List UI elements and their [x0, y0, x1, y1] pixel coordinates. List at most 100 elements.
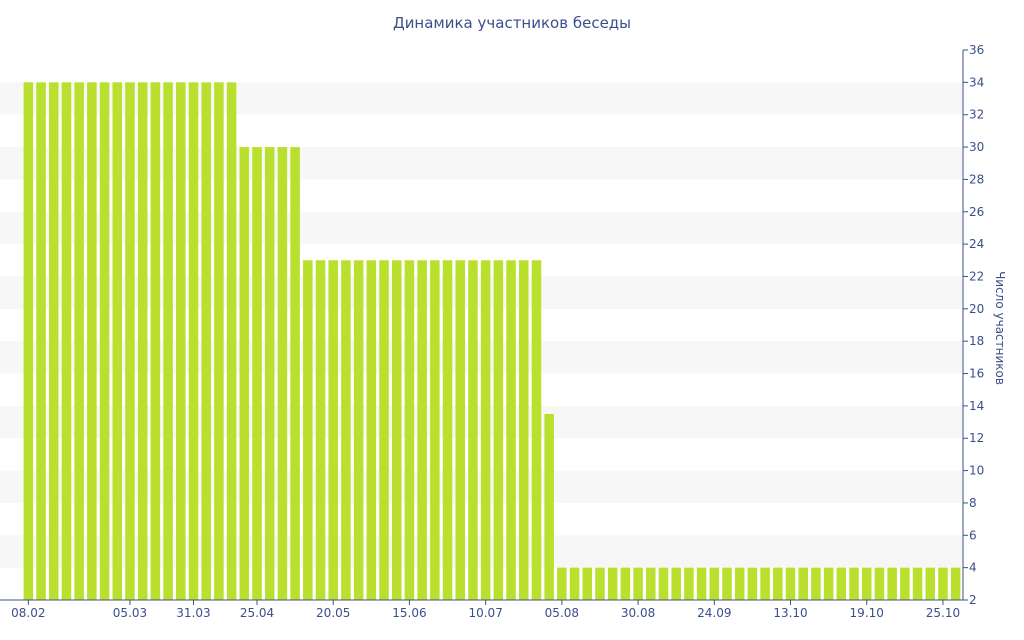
y-tick-label: 2: [969, 593, 977, 607]
bar: [493, 260, 504, 600]
bar: [747, 567, 758, 600]
bar: [391, 260, 402, 600]
bar: [125, 82, 135, 601]
bar: [722, 567, 732, 600]
bar: [468, 260, 478, 600]
bar: [684, 567, 694, 600]
x-tick-label: 19.10: [850, 606, 884, 620]
bar: [303, 260, 313, 600]
x-tick-label: 31.03: [176, 606, 210, 620]
y-tick-label: 26: [969, 205, 984, 219]
bar: [379, 260, 389, 600]
bar: [239, 147, 250, 600]
bar: [137, 82, 148, 601]
bar: [404, 260, 415, 600]
bar: [760, 567, 770, 600]
bar: [176, 82, 186, 601]
bar: [518, 260, 529, 600]
bar: [861, 567, 872, 600]
y-tick-label: 12: [969, 431, 984, 445]
y-tick-label: 16: [969, 367, 984, 381]
bar: [823, 567, 834, 600]
bar: [353, 260, 364, 600]
bar: [163, 82, 173, 601]
bar: [341, 260, 351, 600]
y-tick-label: 32: [969, 108, 984, 122]
bar: [290, 147, 300, 600]
bar: [23, 82, 34, 601]
bar: [595, 567, 605, 600]
bar: [99, 82, 110, 601]
y-tick-label: 18: [969, 334, 984, 348]
y-tick-label: 20: [969, 302, 984, 316]
bar: [874, 567, 885, 600]
bar: [315, 260, 326, 600]
bar: [112, 82, 123, 601]
y-axis-title: Число участников: [993, 271, 1007, 385]
bar: [582, 567, 593, 600]
bar: [442, 260, 453, 600]
bar: [455, 260, 466, 600]
bar: [328, 260, 338, 600]
x-tick-label: 30.08: [621, 606, 655, 620]
bar: [658, 567, 669, 600]
bar: [785, 567, 796, 600]
bar: [900, 567, 910, 600]
bar: [671, 567, 681, 600]
bar: [607, 567, 618, 600]
bar: [569, 567, 580, 600]
x-axis: 08.02 05.03 31.03 25.04 20.05 15.06 10.07 05.08…: [0, 599, 963, 620]
bar: [696, 567, 707, 600]
x-tick-label: 25.10: [926, 606, 960, 620]
bar: [87, 82, 97, 601]
bar: [74, 82, 84, 601]
y-tick-label: 28: [969, 172, 984, 186]
bar: [61, 82, 72, 601]
y-tick-label: 14: [969, 399, 984, 413]
y-tick-label: 34: [969, 75, 984, 89]
x-tick-label: 10.07: [468, 606, 502, 620]
y-tick-label: 36: [969, 43, 984, 57]
bar: [709, 567, 720, 600]
y-tick-label: 4: [969, 561, 977, 575]
x-tick-label: 05.08: [545, 606, 579, 620]
bar: [214, 82, 224, 601]
bar: [887, 567, 897, 600]
x-tick-label: 13.10: [773, 606, 807, 620]
y-tick-label: 8: [969, 496, 977, 510]
bar: [849, 567, 859, 600]
bar: [773, 567, 783, 600]
bar: [366, 260, 377, 600]
x-tick-label: 25.04: [240, 606, 274, 620]
x-tick-label: 05.03: [113, 606, 147, 620]
bar: [417, 260, 427, 600]
bar: [557, 567, 567, 600]
bar: [226, 82, 237, 601]
x-tick-label: 20.05: [316, 606, 350, 620]
grid-band: [0, 147, 962, 180]
bar: [188, 82, 199, 601]
y-tick-label: 24: [969, 237, 984, 251]
bar: [950, 567, 961, 600]
bars-group: [23, 82, 961, 601]
x-tick-label: 24.09: [697, 606, 731, 620]
bar: [277, 147, 288, 600]
bar: [798, 567, 808, 600]
bar: [938, 567, 948, 600]
grid-band: [0, 211, 962, 245]
bar: [925, 567, 936, 600]
grid-band: [0, 82, 962, 115]
bar: [734, 567, 745, 600]
x-tick-label: 15.06: [392, 606, 426, 620]
bar: [252, 147, 262, 600]
x-tick-label: 08.02: [11, 606, 45, 620]
bar: [633, 567, 643, 600]
bar: [506, 260, 516, 600]
bar: [480, 260, 491, 600]
bar: [36, 82, 46, 601]
chart-title: Динамика участников беседы: [393, 14, 631, 32]
bar: [150, 82, 161, 601]
